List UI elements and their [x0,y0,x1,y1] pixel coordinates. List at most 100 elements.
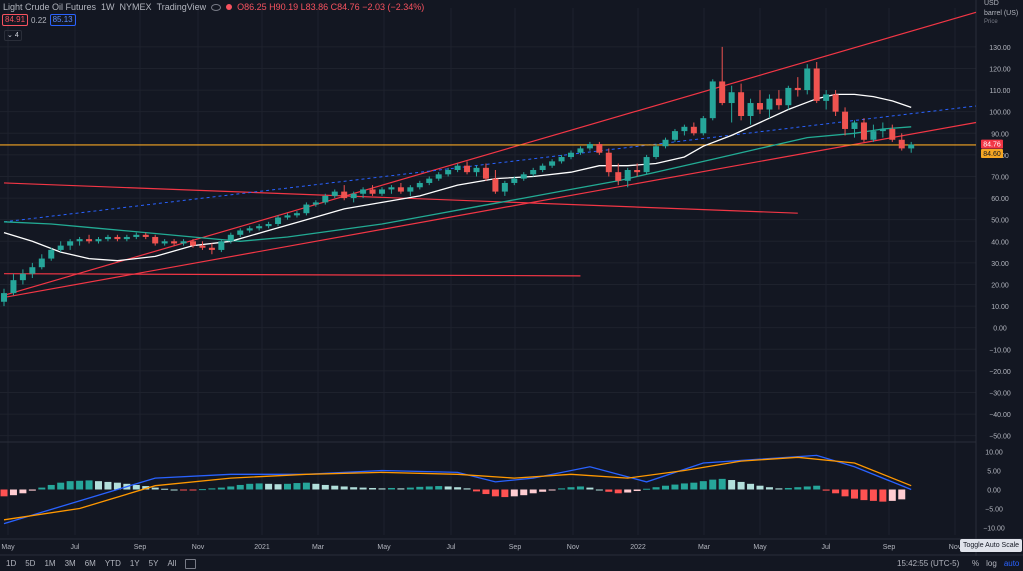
x-tick-label: Sep [134,544,147,551]
candle-body [473,167,480,173]
macd-bar [860,489,868,501]
macd-bar [501,489,509,498]
macd-bar [662,485,669,490]
candle-body [199,245,206,248]
interval-label[interactable]: 1W [101,2,115,12]
log-scale-button[interactable]: log [986,559,997,568]
tf-3m[interactable]: 3M [64,558,76,568]
macd-bar [161,488,169,490]
tf-1d[interactable]: 1D [6,558,17,568]
candle-body [539,165,546,170]
clock-readout[interactable]: 15:42:55 (UTC-5) [897,559,960,568]
macd-bar [113,482,121,490]
macd-bar [728,480,736,490]
candle-body [643,157,650,173]
tf-6m[interactable]: 6M [84,558,96,568]
candle-body [908,144,915,149]
macd-bar [19,489,27,494]
macd-bar [747,483,755,490]
candle-body [653,146,660,158]
candle-body [1,293,7,302]
tf-1m[interactable]: 1M [44,558,56,568]
candle-body [114,236,121,240]
candle-body [615,172,622,181]
x-tick-label: 2022 [630,544,646,551]
tf-5y[interactable]: 5Y [148,558,159,568]
macd-bar [737,481,745,490]
macd-y-tick-label: −10.00 [983,525,1005,532]
eye-icon[interactable] [211,3,222,11]
currency-selector[interactable]: USD [984,0,999,7]
scale-options: % log auto [972,559,1019,568]
candle-body [104,236,111,240]
macd-bar [387,487,395,490]
candle-body [832,94,839,112]
candle-body [180,241,187,244]
candle-body [766,98,773,110]
symbol-title[interactable]: Light Crude Oil Futures [3,2,97,12]
y-tick-label: 130.00 [989,45,1011,52]
candle-body [568,152,574,158]
trend-line [3,182,798,214]
candle-body [671,131,678,140]
unit-selector[interactable]: barrel (US) [984,10,1019,17]
macd-bar [454,487,462,490]
candle-body [256,226,263,229]
macd-bar [718,478,726,490]
candle-body [728,92,735,104]
macd-bar [491,489,499,497]
macd-bar [312,483,320,490]
candle-body [690,126,697,134]
macd-bar [510,489,518,497]
tf-5d[interactable]: 5D [25,558,36,568]
macd-bar [756,485,764,490]
macd-bar [699,481,707,490]
candle-body [898,139,905,149]
date-range-icon[interactable] [185,558,197,569]
macd-bar [217,487,225,490]
tf-1y[interactable]: 1Y [129,558,140,568]
macd-bar [813,485,821,490]
x-tick-label: Jul [447,544,456,551]
macd-bar [444,486,452,490]
macd-bar [671,484,679,490]
macd-bar [66,481,74,490]
tf-all[interactable]: All [167,558,177,568]
sell-button[interactable]: 84.91 [2,14,29,26]
auto-scale-button[interactable]: auto [1003,559,1020,568]
macd-bar [898,489,906,500]
buy-button[interactable]: 85.13 [49,14,76,26]
candle-body [190,241,196,246]
macd-bar [274,484,282,490]
macd-bar [170,489,178,491]
macd-bar [643,488,651,490]
macd-bar [198,489,206,491]
candle-body [785,87,792,106]
macd-bar [246,483,254,490]
macd-bar [765,487,773,490]
status-dot-icon [226,4,233,10]
candle-body [142,234,149,237]
macd-bar [529,489,537,494]
macd-bar [151,487,159,490]
chevron-down-icon: ⌄ [7,32,13,39]
tf-ytd[interactable]: YTD [104,558,121,568]
macd-bar [851,489,858,499]
macd-bar [425,486,433,490]
slow-moving-average-line [3,126,912,242]
ohlc-readout: O86.25 H90.19 L83.86 C84.76 −2.03 (−2.34… [237,2,425,12]
x-tick-label: Sep [883,544,896,551]
horizontal-level-tag [981,148,1003,158]
macd-bar [284,483,291,490]
macd-bar [397,488,405,490]
indicators-toggle-button[interactable]: ⌄ 4 [4,30,22,41]
macd-bar [293,483,301,490]
chart-header: Light Crude Oil Futures 1W NYMEX Trading… [3,2,424,12]
percent-scale-button[interactable]: % [972,559,980,568]
candle-body [360,189,367,194]
macd-bar [265,483,273,490]
macd-bar [576,486,584,490]
macd-bar [539,489,547,492]
candle-body [662,139,669,147]
